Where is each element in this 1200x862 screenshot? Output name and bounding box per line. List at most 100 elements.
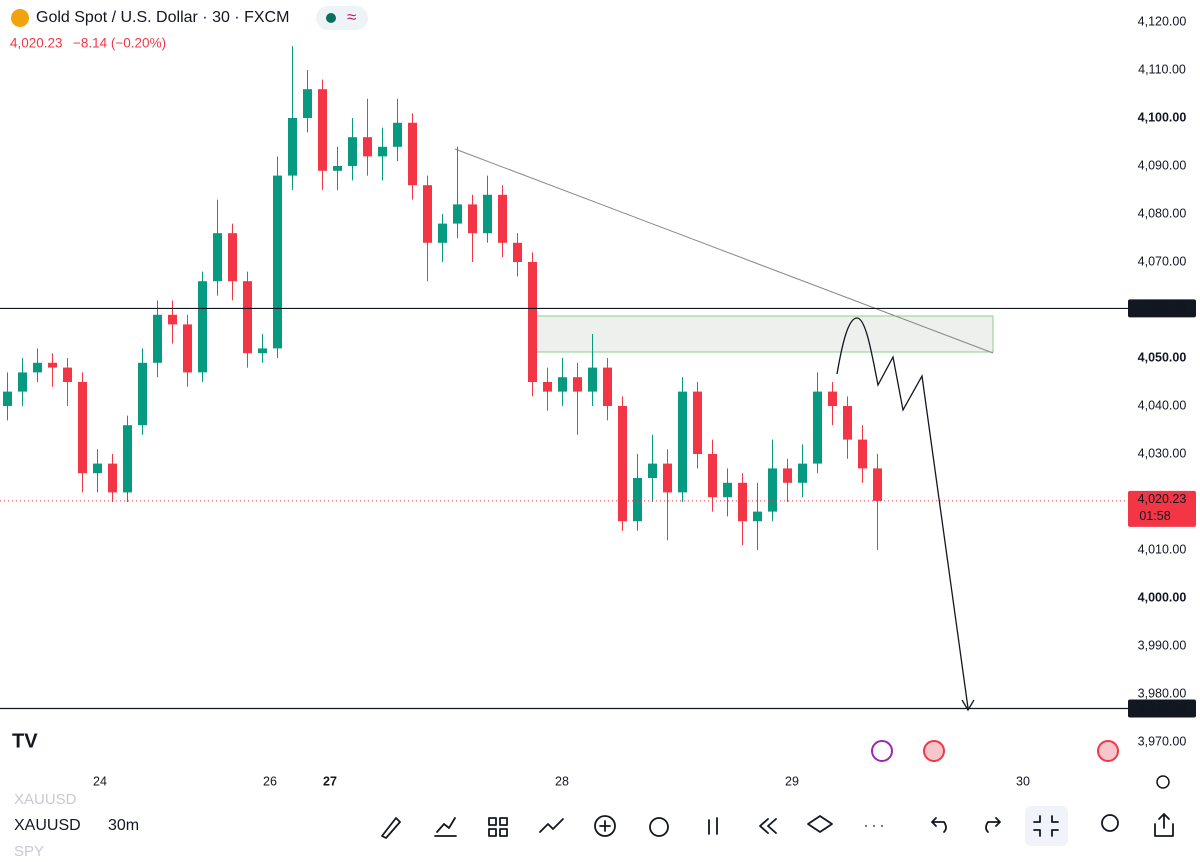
- candle-body: [633, 478, 642, 522]
- y-tick-label: 4,100.00: [1138, 110, 1187, 124]
- y-tick-label: 4,050.00: [1138, 350, 1187, 364]
- toolbar-icons: [381, 806, 1174, 846]
- add-plus: [599, 820, 611, 832]
- y-tick-label: 4,120.00: [1138, 14, 1187, 28]
- candle-body: [228, 233, 237, 282]
- symbol-icon: [11, 9, 29, 27]
- fullscreen-button[interactable]: [1025, 806, 1068, 846]
- candle-body: [348, 137, 357, 166]
- price-line-label: 3,976.98: [1138, 701, 1187, 715]
- y-tick-label: 4,070.00: [1138, 254, 1187, 268]
- candle-body: [168, 314, 177, 325]
- indicators-icon[interactable]: [434, 817, 457, 837]
- countdown: 01:58: [1139, 509, 1170, 523]
- candle-body: [618, 406, 627, 522]
- x-tick-label: 29: [785, 774, 799, 788]
- layout-icon[interactable]: [488, 817, 508, 837]
- candle-body: [483, 194, 492, 234]
- chart-type-icon[interactable]: [708, 817, 718, 835]
- candle-body: [603, 367, 612, 407]
- y-tick-label: 4,110.00: [1138, 62, 1186, 76]
- y-tick-label: 3,970.00: [1138, 734, 1187, 748]
- candle-body: [303, 89, 312, 118]
- candle-body: [3, 391, 12, 407]
- y-tick-label: 4,040.00: [1138, 398, 1187, 412]
- add-icon[interactable]: [594, 815, 616, 837]
- candle-body: [558, 377, 567, 392]
- candle-body: [648, 463, 657, 479]
- candle-body: [663, 463, 672, 493]
- candle-body: [858, 439, 867, 469]
- candle-body: [423, 185, 432, 243]
- y-tick-label: 4,000.00: [1138, 590, 1187, 604]
- candle-body: [213, 233, 222, 282]
- last-price: 4,020.23: [10, 36, 63, 51]
- ideas-icon[interactable]: [1101, 814, 1119, 832]
- x-tick-label: 30: [1016, 774, 1030, 788]
- candle-body: [573, 377, 582, 392]
- candle-body: [153, 314, 162, 363]
- candle-body: [768, 468, 777, 512]
- candle-body: [438, 223, 447, 243]
- candle-body: [543, 381, 552, 392]
- event-icon[interactable]: [871, 740, 893, 762]
- ghost-symbol: XAUUSD: [14, 791, 77, 808]
- candle-body: [48, 362, 57, 368]
- event-icon[interactable]: [1097, 740, 1119, 762]
- event-icon[interactable]: [923, 740, 945, 762]
- symbol[interactable]: XAUUSD: [14, 817, 81, 834]
- candle-body: [513, 242, 522, 262]
- redo-icon[interactable]: [985, 817, 1001, 833]
- compare-icon[interactable]: [539, 818, 564, 833]
- share-icon[interactable]: [1154, 813, 1174, 837]
- candle-body: [378, 146, 387, 157]
- candle-body: [708, 454, 717, 498]
- draw-icon[interactable]: [381, 817, 401, 839]
- replay-icon[interactable]: [759, 818, 777, 834]
- candle-body: [123, 425, 132, 493]
- x-tick-label: 24: [93, 774, 107, 788]
- candle-body: [363, 137, 372, 157]
- y-tick-label: 3,990.00: [1138, 638, 1187, 652]
- interval[interactable]: 30m: [108, 817, 139, 834]
- alert-icon[interactable]: [649, 817, 669, 837]
- y-tick-label: 4,010.00: [1138, 542, 1187, 556]
- x-tick-label: 28: [555, 774, 569, 788]
- candle-body: [273, 175, 282, 349]
- candle-body: [528, 261, 537, 382]
- settings-icon[interactable]: [1156, 775, 1170, 789]
- candle-body: [318, 89, 327, 171]
- undo-icon[interactable]: [931, 817, 947, 833]
- chart-title: Gold Spot / U.S. Dollar · 30 · FXCM: [36, 9, 289, 26]
- candle-body: [723, 482, 732, 498]
- projection-path[interactable]: [836, 317, 969, 709]
- zone-box[interactable]: [530, 315, 994, 353]
- candle-body: [873, 468, 882, 501]
- candle-body: [783, 468, 792, 483]
- candle-body: [243, 281, 252, 354]
- price-line-label-bg: [1128, 299, 1196, 318]
- candle-body: [693, 391, 702, 455]
- current-price-label-bg: [1128, 490, 1196, 527]
- status-pill[interactable]: [316, 6, 368, 30]
- candle-body: [498, 194, 507, 243]
- ghost-symbol: SPY: [14, 843, 44, 857]
- candle-body: [408, 122, 417, 186]
- candle-body: [138, 362, 147, 426]
- candle-body: [78, 381, 87, 474]
- current-price-label: 4,020.23: [1138, 492, 1187, 506]
- candle-body: [828, 391, 837, 407]
- candle-body: [33, 362, 42, 373]
- candle-body: [738, 482, 747, 522]
- trend-line[interactable]: [454, 148, 994, 354]
- y-tick-label: 4,030.00: [1138, 446, 1187, 460]
- y-tick-label: 4,080.00: [1138, 206, 1187, 220]
- candle-body: [108, 463, 117, 493]
- candle-body: [63, 367, 72, 382]
- candle-body: [333, 165, 342, 171]
- layers-icon[interactable]: [807, 815, 833, 833]
- candle-body: [678, 391, 687, 493]
- candle-body: [93, 463, 102, 474]
- fullscreen-icon: [1033, 815, 1059, 837]
